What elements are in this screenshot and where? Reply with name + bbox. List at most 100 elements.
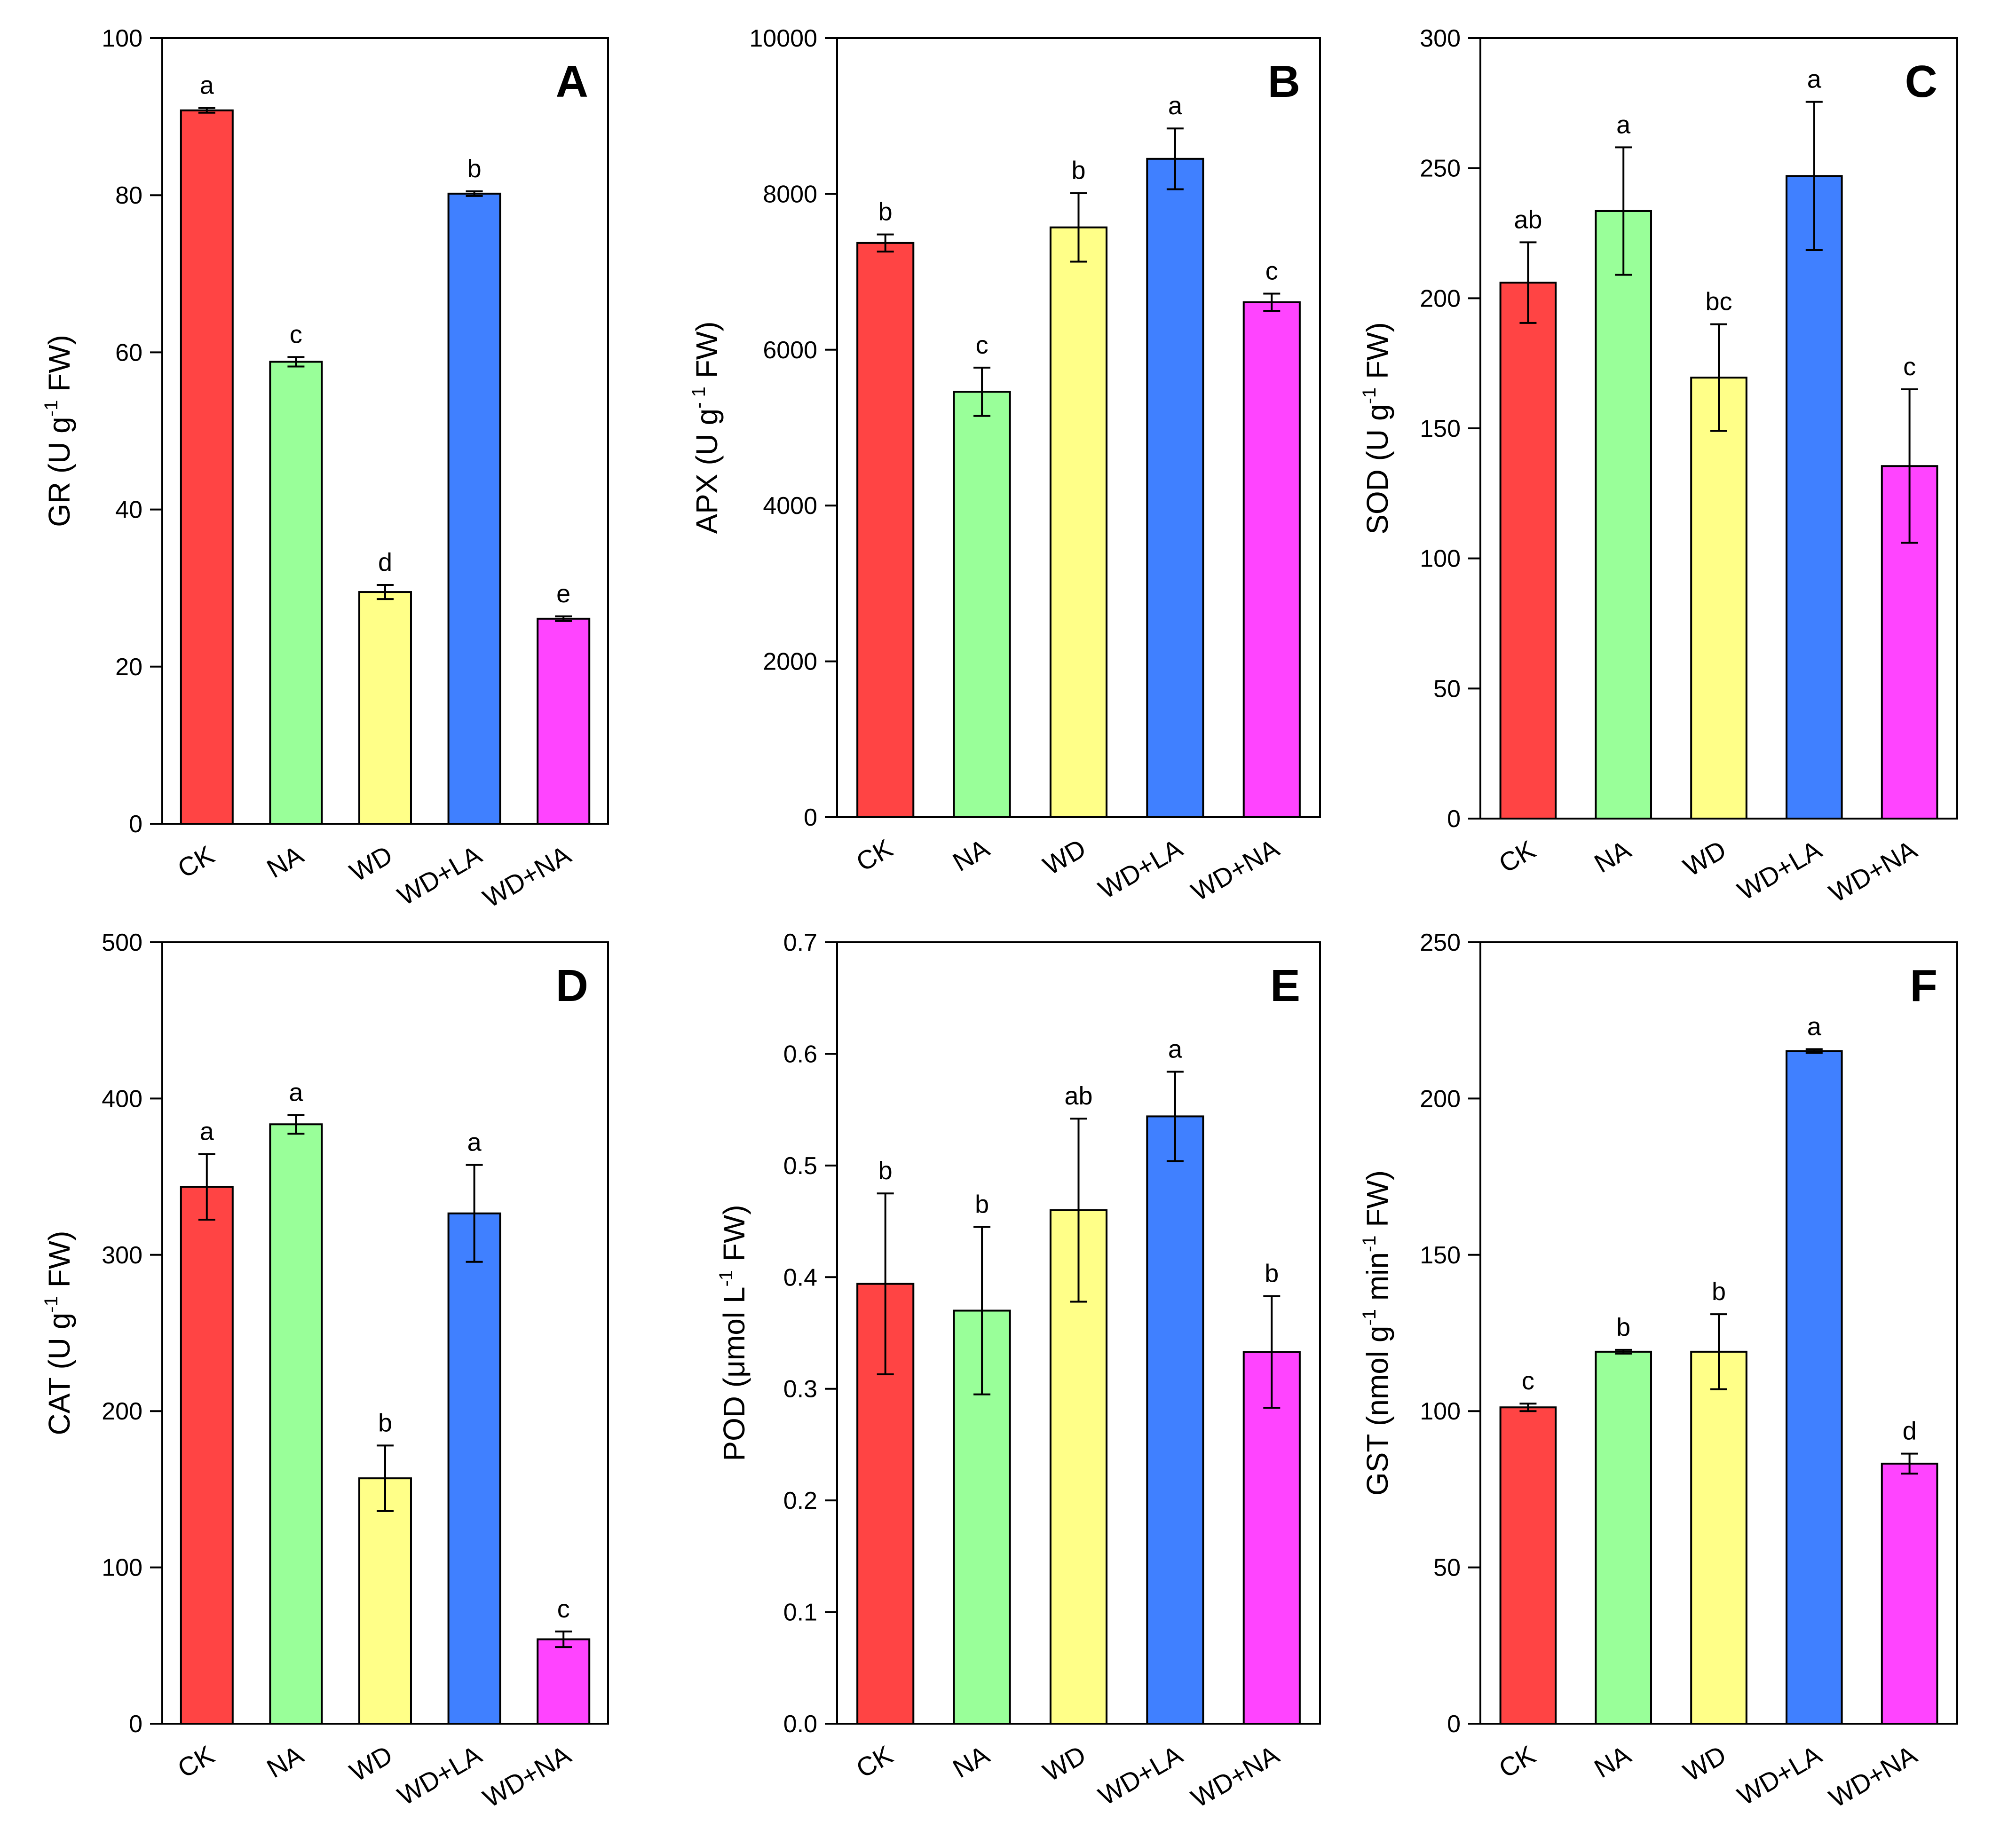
- y-axis-label-part: FW): [1360, 322, 1394, 387]
- y-tick-label: 200: [102, 1398, 142, 1425]
- y-tick-label: 0.6: [783, 1041, 817, 1068]
- y-axis-label: SOD (U g-1 FW): [1359, 322, 1394, 535]
- x-category-label: NA: [1589, 1740, 1636, 1784]
- y-axis-label: APX (U g- 1 FW): [688, 321, 724, 534]
- x-category-label: WD: [345, 1740, 397, 1787]
- y-tick-label: 400: [102, 1085, 142, 1112]
- x-category-label: WD+NA: [1824, 835, 1922, 908]
- y-axis-label: GST (nmol g-1 min-1 FW): [1359, 1170, 1394, 1496]
- y-tick-label: 2000: [763, 648, 817, 676]
- y-tick-label: 100: [1420, 545, 1461, 573]
- y-tick-label: 500: [102, 929, 142, 956]
- y-tick-label: 0.1: [783, 1599, 817, 1626]
- significance-letter: b: [1265, 1260, 1279, 1288]
- y-tick-label: 0.2: [783, 1487, 817, 1514]
- y-tick-label: 80: [115, 182, 142, 209]
- y-tick-label: 0: [129, 811, 142, 838]
- x-category-label: CK: [173, 1740, 219, 1783]
- y-tick-label: 0.3: [783, 1376, 817, 1403]
- panel-letter: F: [1910, 961, 1937, 1011]
- x-category-label: WD+LA: [393, 1740, 487, 1811]
- x-category-label: WD+NA: [1186, 833, 1284, 907]
- x-category-label: NA: [948, 833, 994, 877]
- y-tick-label: 200: [1420, 285, 1461, 312]
- y-tick-label: 20: [115, 654, 142, 681]
- bar-wd-la: [1785, 175, 1843, 820]
- bar-ck: [180, 1186, 234, 1725]
- y-axis-label-part: CAT (U g: [42, 1313, 76, 1435]
- significance-letter: b: [878, 198, 893, 226]
- bar-na: [269, 1123, 323, 1725]
- bar-wd: [358, 1477, 412, 1725]
- y-tick-label: 0.5: [783, 1152, 817, 1180]
- bar-ck: [1499, 282, 1557, 820]
- x-category-label: WD+LA: [1732, 1740, 1827, 1811]
- panel-letter: D: [556, 961, 588, 1011]
- y-axis-label-superscript: -1: [41, 1296, 62, 1313]
- y-tick-label: 300: [102, 1242, 142, 1269]
- significance-letter: a: [1168, 1035, 1183, 1063]
- bar-na: [269, 361, 323, 825]
- y-tick-label: 200: [1420, 1085, 1461, 1112]
- y-axis-label-part: APX (U g: [690, 409, 724, 534]
- y-tick-label: 40: [115, 497, 142, 524]
- bar-wd: [1690, 1350, 1747, 1725]
- significance-letter: ab: [1514, 205, 1542, 234]
- y-tick-label: 4000: [763, 492, 817, 520]
- x-category-label: WD+LA: [1093, 1740, 1188, 1811]
- panel-letter: A: [556, 56, 588, 107]
- x-category-label: WD: [1038, 1740, 1091, 1787]
- y-axis-label-part: SOD (U g: [1360, 404, 1394, 534]
- x-category-label: WD: [1678, 835, 1731, 882]
- significance-letter: c: [290, 320, 302, 348]
- significance-letter: b: [1712, 1277, 1726, 1306]
- significance-letter: bc: [1705, 288, 1732, 316]
- x-category-label: CK: [851, 833, 898, 877]
- significance-letter: a: [467, 1128, 482, 1157]
- y-tick-label: 60: [115, 339, 142, 366]
- y-axis-label-part: GR (U g: [42, 417, 76, 527]
- bar-na: [1595, 210, 1652, 820]
- bar-ck: [180, 109, 234, 825]
- y-tick-label: 0.4: [783, 1264, 817, 1291]
- x-category-label: WD+LA: [393, 840, 487, 911]
- y-axis-label: CAT (U g-1 FW): [41, 1231, 76, 1435]
- significance-letter: b: [467, 155, 482, 183]
- y-axis-label-superscript: -1: [1359, 387, 1380, 404]
- chart-panel-c: 0 50 100 150 200 250 300 SOD (U g-1 FW) ab CK a NA b…: [1359, 25, 1958, 908]
- significance-letter: b: [378, 1409, 392, 1437]
- x-category-label: WD+LA: [1732, 835, 1827, 906]
- x-category-label: CK: [851, 1740, 898, 1783]
- bar-ck: [856, 242, 915, 818]
- significance-letter: b: [975, 1190, 989, 1218]
- bar-wd-la: [1146, 158, 1204, 819]
- panel-letter: C: [1905, 56, 1937, 107]
- significance-letter: a: [200, 1117, 214, 1145]
- y-tick-label: 10000: [749, 25, 817, 52]
- panel-letter: B: [1268, 56, 1300, 107]
- significance-letter: a: [1616, 110, 1631, 139]
- y-tick-label: 100: [102, 25, 142, 52]
- bar-wd: [1690, 377, 1747, 820]
- x-category-label: WD+NA: [478, 840, 576, 914]
- significance-letter: b: [1616, 1313, 1630, 1341]
- y-axis-label-superscript: -1: [41, 400, 62, 417]
- y-axis-label-superscript: -1: [716, 1270, 736, 1287]
- y-axis-label: POD (μmol L-1 FW): [716, 1205, 751, 1461]
- significance-letter: c: [1903, 353, 1916, 381]
- significance-letter: a: [289, 1078, 303, 1106]
- bar-wd-na: [537, 1638, 591, 1725]
- y-tick-label: 250: [1420, 155, 1461, 182]
- chart-panel-e: 0.0 0.1 0.2 0.3 0.4 0.5 0.6 0.7 POD (μmol L-1 FW…: [716, 929, 1321, 1813]
- x-category-label: WD+NA: [478, 1740, 576, 1813]
- x-category-label: CK: [173, 840, 219, 883]
- chart-panel-b: 0 2000 4000 6000 8000 10000 APX (U g- 1 FW) b CK…: [688, 25, 1321, 907]
- y-axis-label-superscript: - 1: [688, 386, 709, 409]
- y-tick-label: 8000: [763, 181, 817, 208]
- significance-letter: c: [976, 331, 988, 359]
- bar-wd-la: [1785, 1050, 1843, 1725]
- x-category-label: NA: [262, 1740, 308, 1784]
- significance-letter: c: [557, 1595, 570, 1623]
